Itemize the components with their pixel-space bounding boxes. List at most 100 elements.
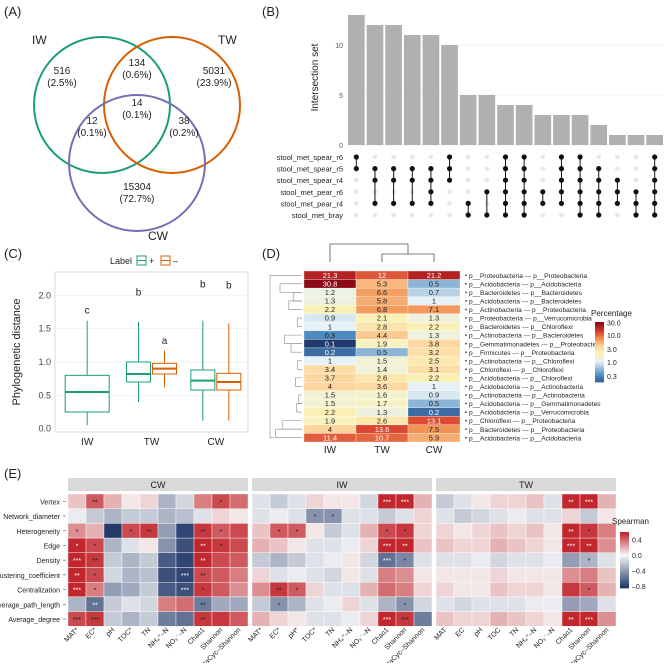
spearman-cell (413, 552, 433, 568)
upset-dot-filled (521, 177, 527, 183)
spearman-cell (103, 567, 123, 583)
spearman-cell (453, 582, 473, 598)
upset-bar (422, 35, 440, 145)
upset-dot-empty (540, 154, 546, 160)
heatmap-row-bullet (465, 274, 467, 277)
spearman-cell (121, 537, 141, 553)
heatmap-cell-value: 11.4 (323, 433, 337, 442)
heatmap-row-label: p__Bacteroidetes --- p__Chloroflexi (469, 324, 573, 331)
upset-dot-filled (353, 154, 359, 160)
heatmap-row-label: p__Actinobacteria --- p__Chloroflexi (469, 358, 575, 365)
heatmap-cell-value: 1.5 (325, 391, 335, 400)
heatmap-row-bullet (465, 300, 467, 302)
heatmap-cell-value: 21.2 (427, 271, 442, 280)
upset-dot-filled (596, 189, 602, 195)
heatmap-cell-value: 13.6 (375, 425, 390, 434)
heatmap-cell-value: 1.3 (377, 408, 387, 417)
spearman-cell (287, 567, 307, 583)
spearman-significance-star: ** (200, 558, 206, 565)
boxplot-ylabel: Phylogenetic distance (11, 298, 23, 405)
upset-bar (571, 115, 589, 145)
spearman-cell (413, 537, 433, 553)
spearman-cell (395, 582, 415, 598)
upset-dot-filled (446, 177, 453, 183)
spearman-legend-swatch (620, 574, 629, 578)
spearman-significance-star: *** (567, 543, 575, 550)
panel-label-a: (A) (4, 4, 21, 19)
upset-dot-filled (428, 200, 434, 206)
heatmap-row-dendrogram (275, 428, 302, 439)
upset-bar (627, 135, 645, 145)
upset-dot-filled (596, 166, 602, 172)
upset-dot-filled (540, 189, 546, 195)
spearman-row-label: Average_path_length (0, 602, 60, 609)
spearman-cell (229, 493, 249, 509)
spearman-cell (103, 508, 123, 524)
upset-bar (553, 115, 570, 145)
heatmap-cell-value: 0.5 (429, 280, 439, 289)
upset-dot-empty (409, 154, 415, 160)
spearman-cell (103, 552, 123, 568)
spearman-legend-tick: –0.8 (632, 584, 646, 591)
heatmap-legend-swatch (595, 354, 604, 357)
spearman-cell (211, 508, 231, 524)
upset-bar (385, 25, 402, 145)
heatmap-legend-swatch (595, 368, 604, 371)
spearman-column-label: pH (105, 627, 116, 638)
upset-dot-filled (652, 154, 658, 160)
upset-dot-empty (614, 154, 620, 160)
upset-dot-filled (577, 177, 583, 183)
spearman-cell (193, 493, 213, 509)
spearman-cell (435, 523, 455, 539)
upset-dot-filled (502, 200, 509, 206)
heatmap-cell-value: 0.2 (325, 348, 335, 357)
heatmap-row-label: p__Acidobacteria --- p__Actinobacteria (469, 384, 583, 391)
panel-label-d: (D) (262, 246, 280, 261)
spearman-significance-star: *** (401, 617, 409, 624)
upset-dot-filled (577, 166, 583, 172)
upset-dot-filled (502, 212, 509, 218)
spearman-cell (543, 493, 563, 509)
venn-set-label: TW (218, 33, 237, 47)
upset-dot-empty (633, 177, 639, 183)
upset-dot-filled (521, 189, 527, 195)
spearman-cell (121, 508, 141, 524)
upset-dot-filled (502, 166, 509, 172)
heatmap-row-dendrogram (296, 403, 302, 413)
upset-dot-empty (596, 154, 602, 160)
spearman-cell (323, 582, 343, 598)
spearman-cell (287, 596, 307, 612)
spearman-cell (121, 493, 141, 509)
heatmap-row-label: p__Bacteroidetes --- p__Bacteroidetes (469, 290, 583, 297)
spearman-cell (525, 611, 545, 627)
spearman-legend-swatch (620, 580, 629, 583)
heatmap-column-dendrogram (381, 253, 435, 262)
heatmap-cell-value: 0.2 (429, 408, 439, 417)
spearman-cell (211, 582, 231, 598)
spearman-row-label: Edge (44, 543, 60, 550)
heatmap-cell-value: 1 (432, 382, 436, 391)
heatmap-row-dendrogram (288, 300, 302, 310)
spearman-significance-star: ** (276, 588, 282, 595)
upset-dot-empty (372, 154, 378, 160)
heatmap-legend-swatch (595, 378, 604, 381)
heatmap-legend-swatch (595, 374, 604, 377)
spearman-cell (507, 596, 527, 612)
heatmap-row-label: p__Proteobacteria --- p__Proteobacteria (469, 273, 587, 280)
spearman-column-label: EC* (85, 627, 99, 641)
spearman-column-label: TN (509, 627, 521, 639)
upset-dot-filled (428, 189, 434, 195)
spearman-cell (103, 493, 123, 509)
spearman-legend-swatch (620, 556, 629, 559)
spearman-cell (287, 552, 307, 568)
spearman-cell (269, 552, 289, 568)
spearman-significance-star: ** (92, 558, 98, 565)
spearman-cell (471, 552, 491, 568)
boxplot-significance-letter: b (200, 279, 206, 290)
spearman-significance-star: * (588, 529, 591, 536)
venn-circle-iw (33, 36, 171, 174)
spearman-facet-title: CW (151, 480, 166, 490)
spearman-legend-swatch (620, 546, 629, 550)
